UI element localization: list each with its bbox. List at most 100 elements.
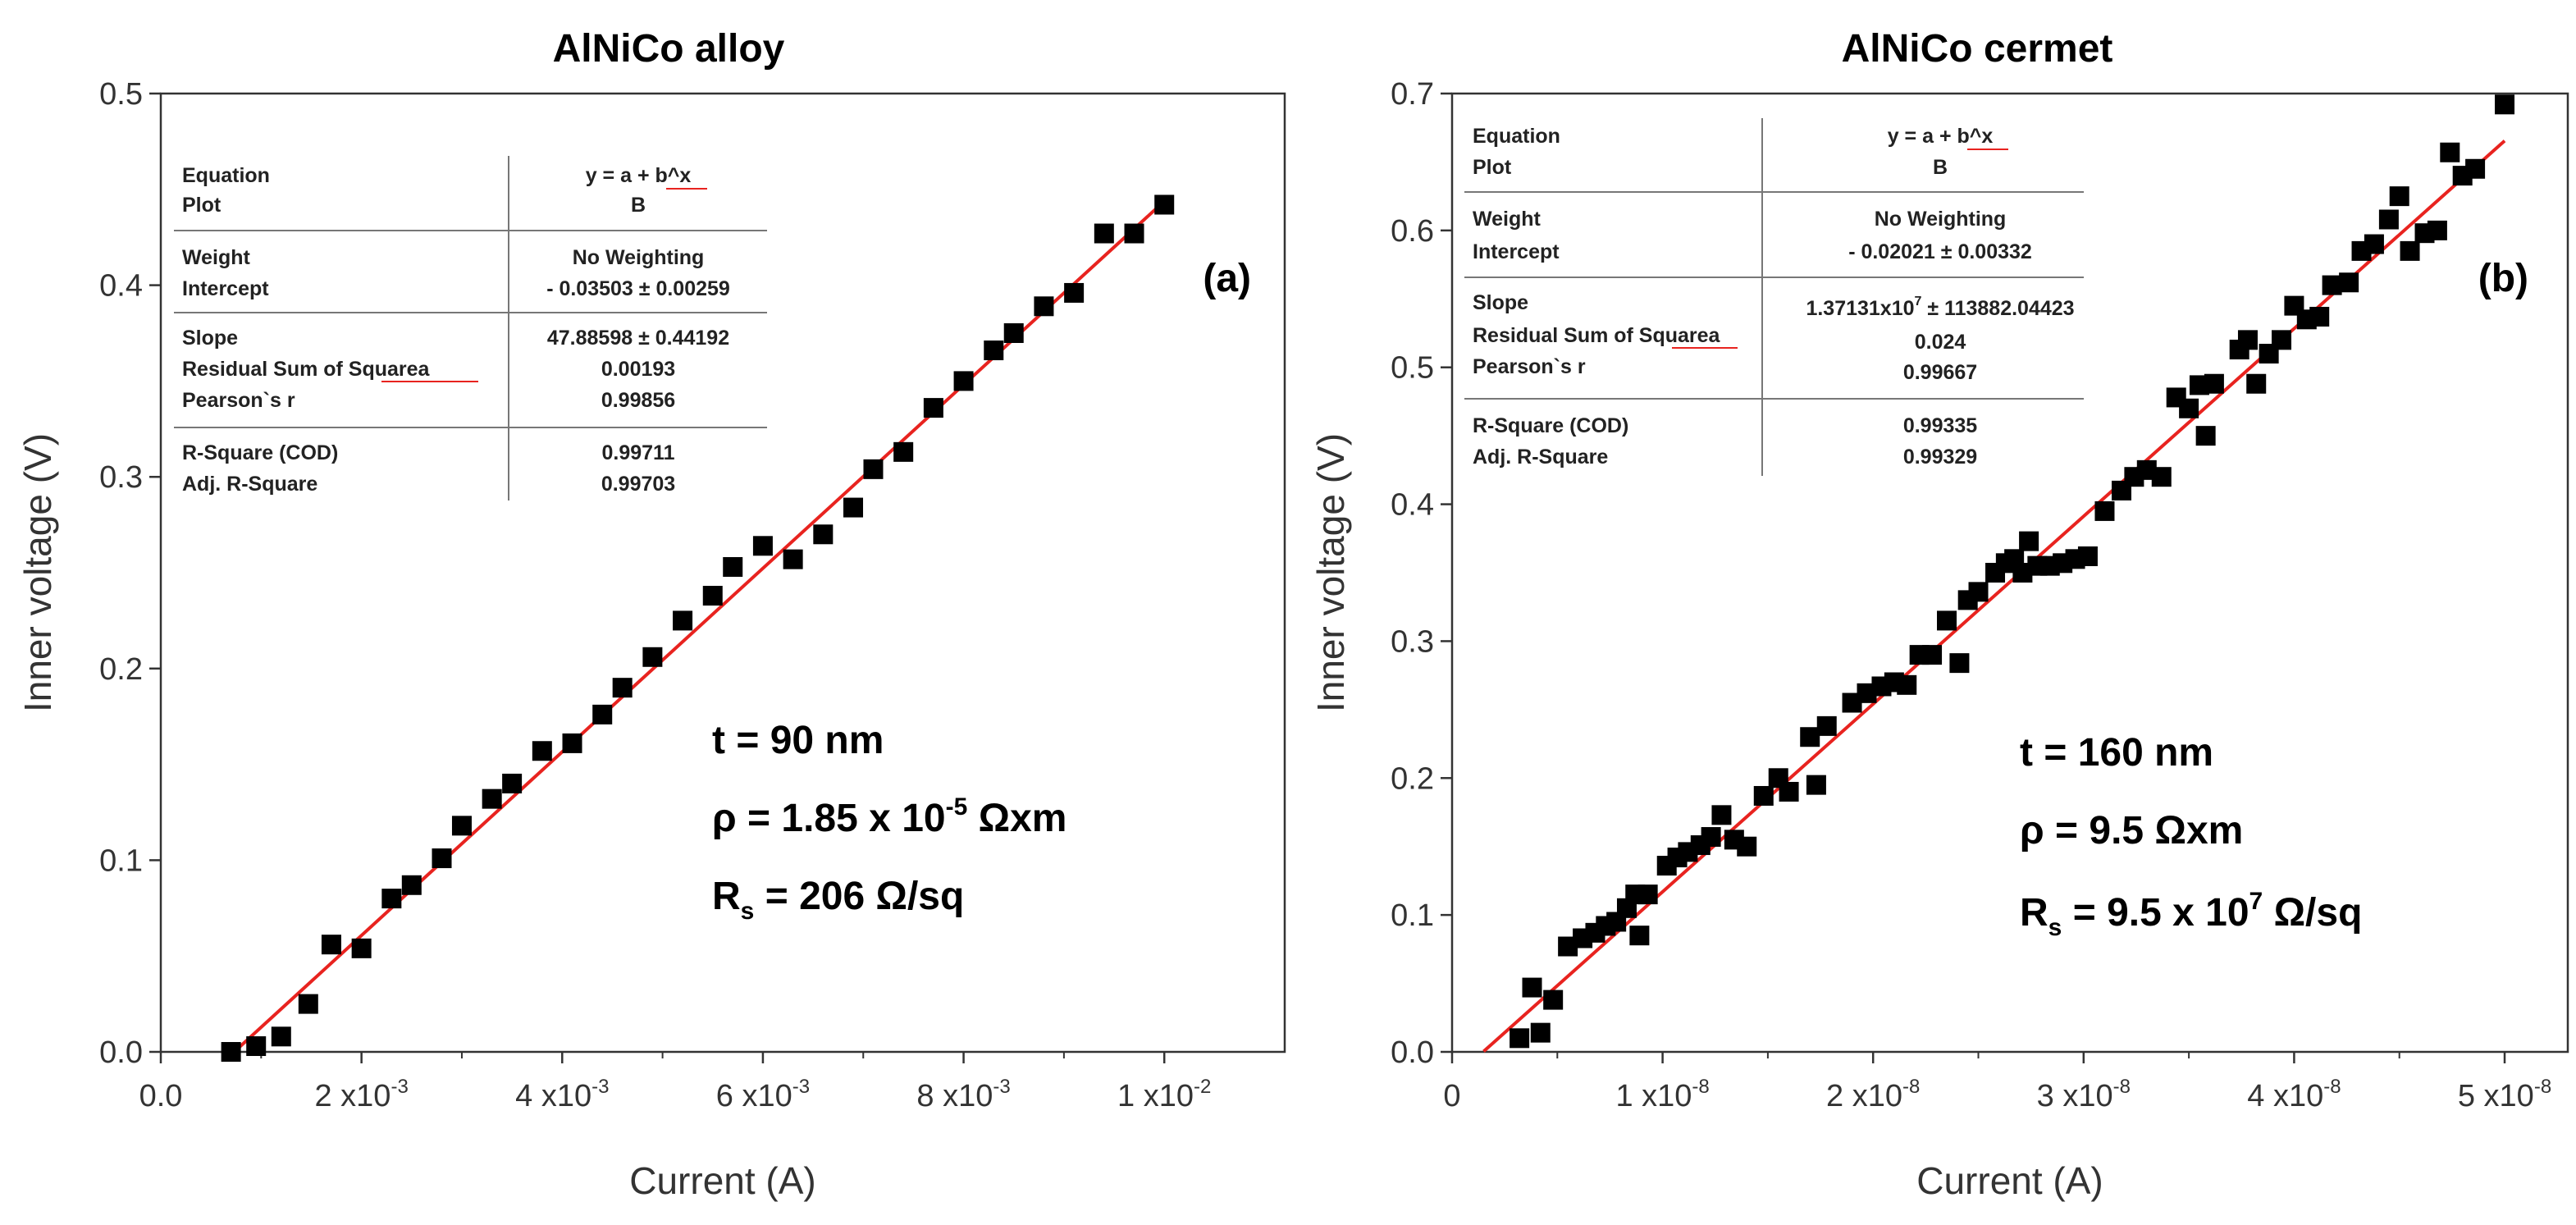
data-point (1922, 645, 1943, 665)
data-point (432, 848, 452, 869)
panel-a-fit-layer (232, 199, 1166, 1054)
y-tick-label: 0.7 (1391, 77, 1434, 112)
rs-main: = 206 Ω/sq (754, 875, 964, 918)
slope-exponent: 7 (1915, 295, 1922, 309)
data-point (923, 398, 943, 418)
data-point (351, 938, 372, 958)
x-tick-label: 0 (1443, 1079, 1460, 1113)
data-point (1701, 827, 1721, 848)
rsq-label: R-Square (COD) (1473, 414, 1628, 437)
thickness-text: t = 90 nm (712, 719, 884, 762)
y-tick-label: 0.5 (99, 77, 143, 112)
data-point (2237, 330, 2258, 350)
y-tick-label: 0.2 (1391, 761, 1434, 796)
data-point (1779, 781, 1799, 802)
data-point (2151, 467, 2172, 487)
y-tick-label: 0.5 (1391, 351, 1434, 386)
data-point (532, 741, 552, 761)
data-point (321, 935, 341, 955)
panel-a-ticks: 0.0 0.1 0.2 0.3 0.4 0.5 0.0 2 x10-3 4 x10-3 6 x10… (99, 77, 1211, 1113)
data-point (1711, 805, 1732, 825)
data-point (673, 610, 693, 631)
slope-label: Slope (182, 327, 238, 350)
rsq-label: R-Square (COD) (182, 441, 338, 464)
plot-value: B (1933, 156, 1948, 179)
panel-b-title: AlNiCo cermet (1842, 27, 2113, 71)
rho-main: ρ = 1.85 x 10 (712, 797, 946, 840)
data-point (2339, 272, 2359, 293)
data-point (984, 341, 1004, 361)
panel-a-points (221, 194, 1175, 1062)
data-point (2440, 142, 2460, 162)
data-point (783, 549, 803, 569)
sheet-resistance-text: Rs = 206 Ω/sq (712, 875, 964, 925)
panel-b-params: t = 160 nm ρ = 9.5 Ωxm Rs = 9.5 x 107 Ω/… (2020, 731, 2362, 941)
x-tick-label: 1 x10-2 (1117, 1076, 1211, 1113)
x-tick-label: 8 x10-3 (916, 1076, 1010, 1113)
weight-value: No Weighting (573, 246, 705, 269)
panel-b-x-axis-label: Current (A) (1916, 1159, 2103, 1202)
equation-value: y = a + b^x (1888, 125, 1994, 148)
rs-subscript: s (741, 898, 755, 925)
intercept-label: Intercept (1473, 240, 1560, 263)
data-point (221, 1042, 241, 1062)
rss-label: Residual Sum of Squarea (1473, 324, 1721, 347)
slope-label: Slope (1473, 291, 1528, 314)
data-point (451, 816, 472, 836)
data-point (1937, 610, 1957, 631)
weight-label: Weight (1473, 208, 1541, 231)
sheet-resistance-text: Rs = 9.5 x 107 Ω/sq (2020, 888, 2362, 941)
pearson-value: 0.99667 (1903, 361, 1977, 384)
pearson-label: Pearson`s r (1473, 355, 1586, 378)
panel-b-ticks: 0.0 0.1 0.2 0.3 0.4 0.5 0.6 0.7 0 1 x10-8 2 x10-8 3… (1391, 77, 2551, 1113)
y-tick-label: 0.2 (99, 652, 143, 687)
data-point (1510, 1028, 1530, 1049)
y-tick-label: 0.1 (1391, 898, 1434, 933)
data-point (1737, 836, 1757, 857)
intercept-label: Intercept (182, 277, 269, 300)
rho-unit: Ωxm (967, 797, 1066, 840)
data-point (381, 889, 402, 909)
data-point (1124, 223, 1144, 244)
equation-label: Equation (182, 164, 270, 187)
y-tick-label: 0.4 (99, 269, 143, 304)
y-tick-label: 0.3 (99, 460, 143, 495)
equation-value: y = a + b^x (586, 164, 692, 187)
data-point (1816, 715, 1837, 736)
rss-value: 0.024 (1915, 331, 1966, 354)
rsq-value: 0.99711 (602, 441, 675, 464)
equation-label: Equation (1473, 125, 1560, 148)
data-point (702, 586, 723, 606)
data-point (1753, 785, 1774, 806)
data-point (2094, 501, 2115, 521)
panel-a-title: AlNiCo alloy (553, 27, 785, 71)
plot-value: B (631, 194, 646, 217)
panel-b-points (1510, 94, 2515, 1049)
adjrsq-label: Adj. R-Square (182, 473, 317, 496)
panel-b-y-axis-label: Inner voltage (V) (1309, 433, 1352, 712)
data-point (1637, 884, 1658, 905)
slope-value: 47.88598 ± 0.44192 (547, 327, 729, 350)
data-point (813, 524, 834, 545)
weight-label: Weight (182, 246, 251, 269)
data-point (2019, 531, 2039, 551)
resistivity-text: ρ = 1.85 x 10-5 Ωxm (712, 793, 1066, 840)
adjrsq-value: 0.99703 (601, 473, 675, 496)
x-tick-label: 6 x10-3 (716, 1076, 810, 1113)
data-point (2400, 240, 2420, 261)
rs-unit: Ω/sq (2263, 891, 2362, 935)
data-point (246, 1035, 267, 1056)
y-tick-label: 0.6 (1391, 214, 1434, 249)
panel-a-label: (a) (1203, 257, 1251, 300)
x-tick-label: 4 x10-8 (2247, 1076, 2341, 1113)
data-point (1806, 775, 1826, 795)
data-point (843, 497, 864, 518)
slope-uncertainty: ± 113882.04423 (1921, 297, 2074, 320)
data-point (2322, 275, 2342, 295)
panel-b: AlNiCo cermet Inner voltage (V) Current … (1309, 27, 2569, 1202)
data-point (752, 536, 773, 556)
data-point (723, 556, 743, 577)
data-point (2179, 398, 2199, 418)
data-point (1897, 674, 1917, 695)
